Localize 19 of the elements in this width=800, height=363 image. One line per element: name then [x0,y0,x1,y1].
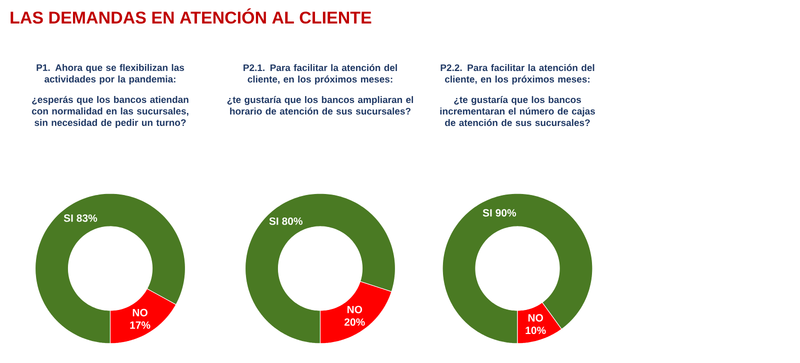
slice-label: SI [64,214,73,222]
chart-title: P1. Ahora que se flexibilizan las actividades por la pandemia: [36,64,184,84]
slice-label: SI [482,209,492,217]
slice-label: NO [528,314,543,322]
chart-title: P2.2. Para facilitar la atención del cliente, en los próximos meses: [440,64,594,84]
data-label: 83% [76,214,98,222]
chart-subtitle: ¿te gustaría que los bancos ampliaran el horario de atención de sus sucursales? [227,96,414,115]
chart-title: P2.1. Para facilitar la atención del cliente, en los próximos meses: [244,64,397,84]
slice-label: NO [132,308,148,316]
data-label: 90% [496,209,516,217]
slice-label: NO [347,306,362,314]
data-label: 17% [130,321,150,329]
chart-subtitle: ¿esperás que los bancos atiendan con normalidad en las sucursales, sin necesidad de pedir un turno? [32,96,188,128]
data-label: 80% [282,217,303,225]
data-label: 10% [526,326,546,334]
slice-label: SI [269,217,278,225]
data-label: 20% [344,318,365,326]
text: LAS DEMANDAS EN ATENCIÓN AL CLIENTE [10,8,372,24]
chart-subtitle: ¿te gustaría que los bancos incrementaran el número de cajas de atención de sus sucursales? [440,96,595,126]
